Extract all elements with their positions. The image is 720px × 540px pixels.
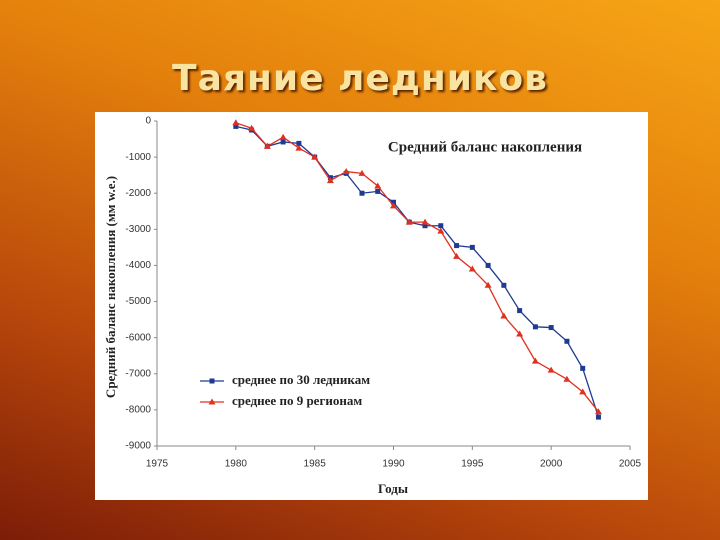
- y-tick-label: -2000: [125, 188, 151, 199]
- marker: [438, 223, 444, 229]
- marker: [421, 218, 429, 225]
- legend-label: среднее по 9 регионам: [232, 393, 362, 408]
- marker: [594, 408, 602, 415]
- marker: [437, 227, 445, 234]
- marker: [263, 142, 271, 149]
- marker: [532, 324, 538, 330]
- marker: [390, 202, 397, 209]
- marker: [531, 357, 539, 364]
- marker: [547, 366, 555, 373]
- marker: [548, 325, 554, 331]
- legend-label: среднее по 30 ледникам: [232, 372, 370, 387]
- marker: [516, 330, 524, 337]
- slide-title: Таяние ледников: [172, 58, 548, 99]
- marker: [580, 365, 586, 371]
- marker: [279, 133, 287, 140]
- marker: [232, 119, 240, 126]
- marker: [342, 168, 350, 175]
- marker: [454, 243, 460, 249]
- marker: [391, 199, 396, 205]
- y-tick-label: -9000: [125, 441, 151, 452]
- marker: [326, 177, 334, 184]
- x-tick-label: 1990: [382, 459, 405, 470]
- marker: [311, 153, 319, 160]
- x-tick-label: 1995: [461, 459, 484, 470]
- y-tick-label: -1000: [125, 152, 151, 163]
- y-tick-label: 0: [145, 116, 151, 127]
- marker: [296, 140, 302, 146]
- y-tick-label: -5000: [125, 296, 151, 307]
- x-tick-label: 1975: [146, 459, 169, 470]
- y-axis-label: Средний баланс накопления (мм w.e.): [103, 176, 118, 398]
- marker: [374, 182, 382, 189]
- x-axis-label: Годы: [378, 481, 408, 496]
- marker: [501, 282, 507, 288]
- y-tick-label: -7000: [125, 368, 151, 379]
- y-tick-label: -3000: [125, 224, 151, 235]
- marker: [358, 169, 366, 176]
- marker: [485, 262, 491, 268]
- marker: [233, 123, 239, 129]
- marker: [453, 252, 461, 259]
- legend-marker: [209, 378, 215, 384]
- x-tick-label: 2005: [619, 459, 642, 470]
- y-tick-label: -4000: [125, 260, 151, 271]
- marker: [484, 281, 492, 288]
- marker: [359, 190, 365, 196]
- marker: [469, 244, 475, 250]
- marker: [375, 188, 381, 194]
- marker: [280, 139, 286, 145]
- x-tick-label: 1980: [225, 459, 248, 470]
- marker: [500, 312, 508, 319]
- marker: [248, 124, 256, 131]
- chart-title: Средний баланс накопления: [388, 139, 582, 155]
- marker: [595, 414, 601, 420]
- legend-marker: [208, 398, 216, 405]
- series-line: [235, 125, 600, 418]
- marker: [579, 388, 587, 395]
- marker: [563, 375, 571, 382]
- marker: [468, 265, 476, 272]
- x-tick-label: 1985: [304, 459, 327, 470]
- x-tick-label: 2000: [540, 459, 563, 470]
- chart-panel: [95, 112, 648, 500]
- marker: [422, 223, 428, 229]
- y-tick-label: -6000: [125, 332, 151, 343]
- marker: [405, 218, 413, 225]
- marker: [564, 338, 570, 344]
- y-tick-label: -8000: [125, 405, 151, 416]
- marker: [295, 144, 303, 151]
- marker: [517, 308, 523, 314]
